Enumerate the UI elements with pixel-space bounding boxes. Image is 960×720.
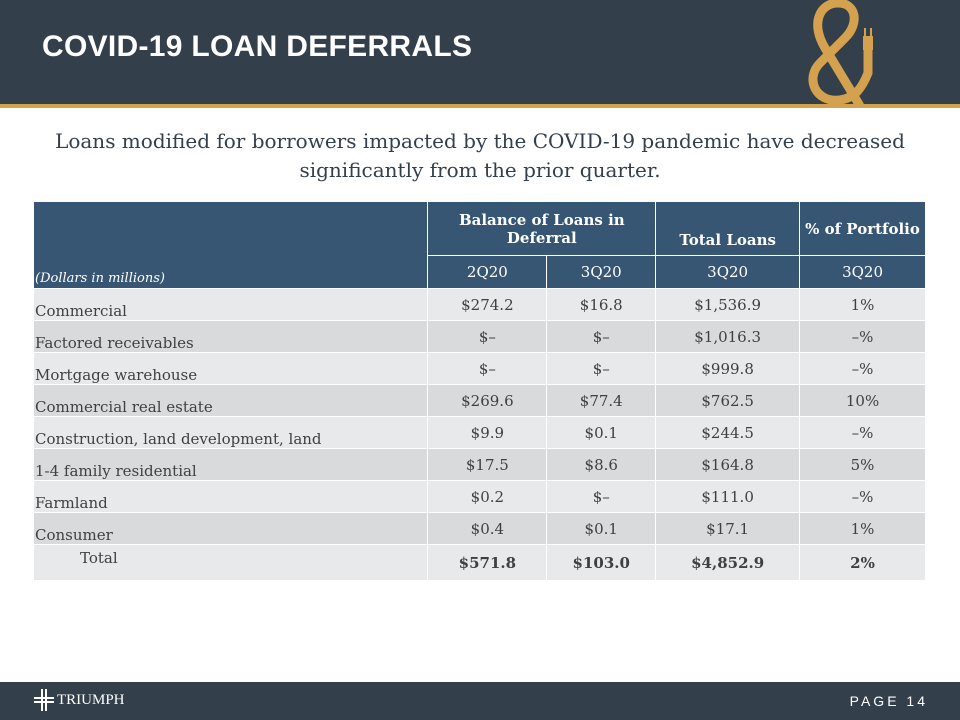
row-value: $77.4 (546, 384, 657, 417)
table-row: 1-4 family residential $17.5 $8.6 $164.8 5% (32, 448, 926, 481)
row-value: $– (546, 320, 657, 353)
row-value: $0.1 (546, 416, 657, 449)
row-value: $– (546, 480, 657, 513)
table-row: Commercial $274.2 $16.8 $1,536.9 1% (32, 288, 926, 321)
row-value: 1% (799, 288, 926, 321)
row-value: $999.8 (655, 352, 801, 385)
row-value: –% (799, 320, 926, 353)
header-total-loans: Total Loans (655, 201, 801, 256)
row-label: Construction, land development, land (32, 416, 429, 449)
row-value: $762.5 (655, 384, 801, 417)
period-header: 2Q20 (427, 255, 548, 289)
period-header: 3Q20 (546, 255, 657, 289)
row-value: 2% (799, 544, 926, 581)
header-band (0, 0, 960, 104)
row-value: $– (546, 352, 657, 385)
cross-logo-icon (34, 689, 54, 711)
row-value: $0.4 (427, 512, 548, 545)
row-value: –% (799, 416, 926, 449)
row-value: $244.5 (655, 416, 801, 449)
row-value: $571.8 (427, 544, 548, 581)
row-value: $103.0 (546, 544, 657, 581)
row-value: $111.0 (655, 480, 801, 513)
total-row: Total $571.8 $103.0 $4,852.9 2% (32, 544, 926, 581)
row-value: $– (427, 320, 548, 353)
row-label: Mortgage warehouse (32, 352, 429, 385)
table-row: Farmland $0.2 $– $111.0 –% (32, 480, 926, 513)
row-value: $1,016.3 (655, 320, 801, 353)
period-header: 3Q20 (655, 255, 801, 289)
row-label: Commercial (32, 288, 429, 321)
header-pct-portfolio: % of Portfolio (799, 201, 926, 256)
table-row: Consumer $0.4 $0.1 $17.1 1% (32, 512, 926, 545)
loan-deferrals-table: (Dollars in millions) Balance of Loans i… (32, 201, 926, 581)
row-label: Consumer (32, 512, 429, 545)
row-label: Factored receivables (32, 320, 429, 353)
table-row: Mortgage warehouse $– $– $999.8 –% (32, 352, 926, 385)
row-value: $16.8 (546, 288, 657, 321)
row-value: –% (799, 352, 926, 385)
row-value: $0.2 (427, 480, 548, 513)
row-value: $269.6 (427, 384, 548, 417)
period-header: 3Q20 (799, 255, 926, 289)
row-value: $17.5 (427, 448, 548, 481)
page-number: PAGE 14 (849, 693, 928, 709)
row-value: $164.8 (655, 448, 801, 481)
row-value: 10% (799, 384, 926, 417)
page-title: COVID-19 LOAN DEFERRALS (42, 30, 473, 63)
row-value: $274.2 (427, 288, 548, 321)
row-label: Total (32, 544, 429, 581)
subtitle: Loans modified for borrowers impacted by… (55, 129, 905, 182)
row-value: $9.9 (427, 416, 548, 449)
gold-divider (0, 104, 960, 108)
row-value: $17.1 (655, 512, 801, 545)
brand-name: TRIUMPH (57, 691, 125, 708)
row-value: 5% (799, 448, 926, 481)
header-balance-deferral: Balance of Loans in Deferral (427, 201, 657, 256)
triumph-logo: TRIUMPH (34, 689, 125, 711)
row-value: $– (427, 352, 548, 385)
row-value: $8.6 (546, 448, 657, 481)
table-row: Commercial real estate $269.6 $77.4 $762.5 1… (32, 384, 926, 417)
row-value: 1% (799, 512, 926, 545)
row-value: –% (799, 480, 926, 513)
footer-band: TRIUMPH PAGE 14 (0, 682, 960, 720)
row-label: Farmland (32, 480, 429, 513)
row-label: Commercial real estate (32, 384, 429, 417)
row-label: 1-4 family residential (32, 448, 429, 481)
table-row: Construction, land development, land $9.9… (32, 416, 926, 449)
table-row: Factored receivables $– $– $1,016.3 –% (32, 320, 926, 353)
row-value: $1,536.9 (655, 288, 801, 321)
row-value: $4,852.9 (655, 544, 801, 581)
units-label: (Dollars in millions) (32, 201, 429, 289)
row-value: $0.1 (546, 512, 657, 545)
ampersand-plug-logo-icon (808, 0, 873, 108)
